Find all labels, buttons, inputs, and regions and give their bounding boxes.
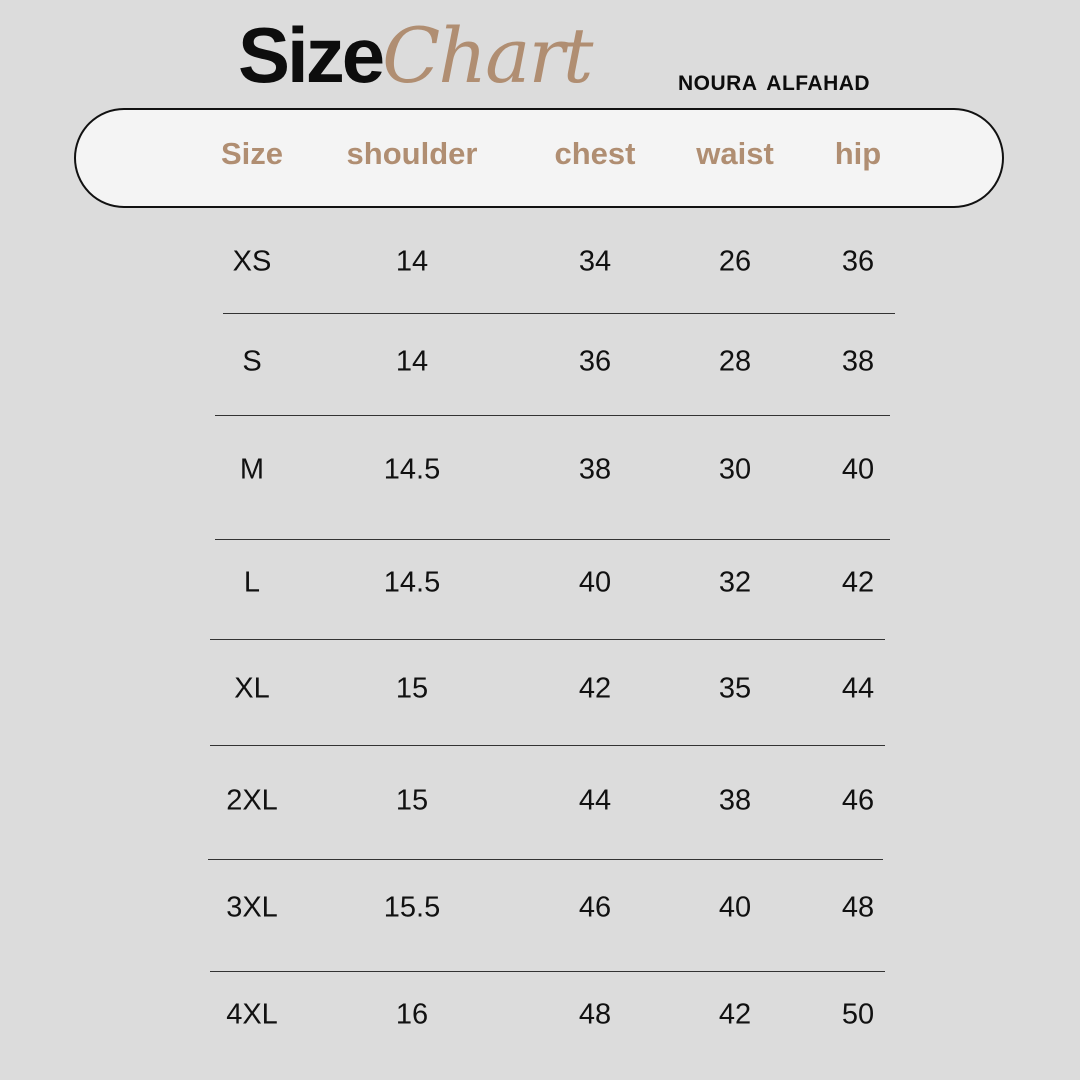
row-divider xyxy=(210,639,885,640)
cell-hip: 46 xyxy=(841,784,875,817)
cell-size: XS xyxy=(232,245,272,278)
column-header-size: Size xyxy=(220,136,284,171)
cell-chest: 48 xyxy=(578,998,612,1031)
row-divider xyxy=(208,859,883,860)
cell-chest: 40 xyxy=(578,566,612,599)
cell-hip: 42 xyxy=(841,566,875,599)
brand-name: NOURA ALFAHAD xyxy=(678,72,871,95)
cell-shoulder: 14 xyxy=(395,245,429,278)
cell-size: XL xyxy=(234,672,270,705)
cell-hip: 38 xyxy=(841,345,875,378)
cell-hip: 50 xyxy=(841,998,875,1031)
table-header-bar xyxy=(74,108,1004,208)
column-header-chest: chest xyxy=(554,136,636,171)
cell-shoulder: 15 xyxy=(395,784,429,817)
cell-chest: 38 xyxy=(578,453,612,486)
cell-size: 3XL xyxy=(226,891,278,924)
cell-size: 2XL xyxy=(226,784,278,817)
cell-waist: 35 xyxy=(718,672,752,705)
row-divider xyxy=(223,313,895,314)
page-title: SizeChart xyxy=(238,10,593,101)
cell-size: 4XL xyxy=(226,998,278,1031)
cell-hip: 36 xyxy=(841,245,875,278)
cell-waist: 40 xyxy=(718,891,752,924)
cell-hip: 44 xyxy=(841,672,875,705)
cell-waist: 32 xyxy=(718,566,752,599)
row-divider xyxy=(215,415,890,416)
cell-shoulder: 15 xyxy=(395,672,429,705)
cell-size: S xyxy=(242,345,262,378)
row-divider xyxy=(215,539,890,540)
cell-shoulder: 14.5 xyxy=(383,453,441,486)
cell-shoulder: 14 xyxy=(395,345,429,378)
title-size: Size xyxy=(238,11,385,99)
column-header-waist: waist xyxy=(696,136,774,171)
cell-waist: 38 xyxy=(718,784,752,817)
cell-chest: 34 xyxy=(578,245,612,278)
column-header-hip: hip xyxy=(834,136,882,171)
cell-shoulder: 16 xyxy=(395,998,429,1031)
cell-chest: 44 xyxy=(578,784,612,817)
cell-waist: 30 xyxy=(718,453,752,486)
row-divider xyxy=(210,971,885,972)
cell-shoulder: 14.5 xyxy=(383,566,441,599)
cell-chest: 46 xyxy=(578,891,612,924)
cell-chest: 42 xyxy=(578,672,612,705)
cell-size: L xyxy=(243,566,261,599)
cell-hip: 48 xyxy=(841,891,875,924)
cell-waist: 26 xyxy=(718,245,752,278)
title-chart: Chart xyxy=(382,11,593,100)
cell-hip: 40 xyxy=(841,453,875,486)
cell-chest: 36 xyxy=(578,345,612,378)
cell-waist: 42 xyxy=(718,998,752,1031)
cell-size: M xyxy=(239,453,265,486)
cell-shoulder: 15.5 xyxy=(383,891,441,924)
row-divider xyxy=(210,745,885,746)
cell-waist: 28 xyxy=(718,345,752,378)
column-header-shoulder: shoulder xyxy=(346,136,478,171)
